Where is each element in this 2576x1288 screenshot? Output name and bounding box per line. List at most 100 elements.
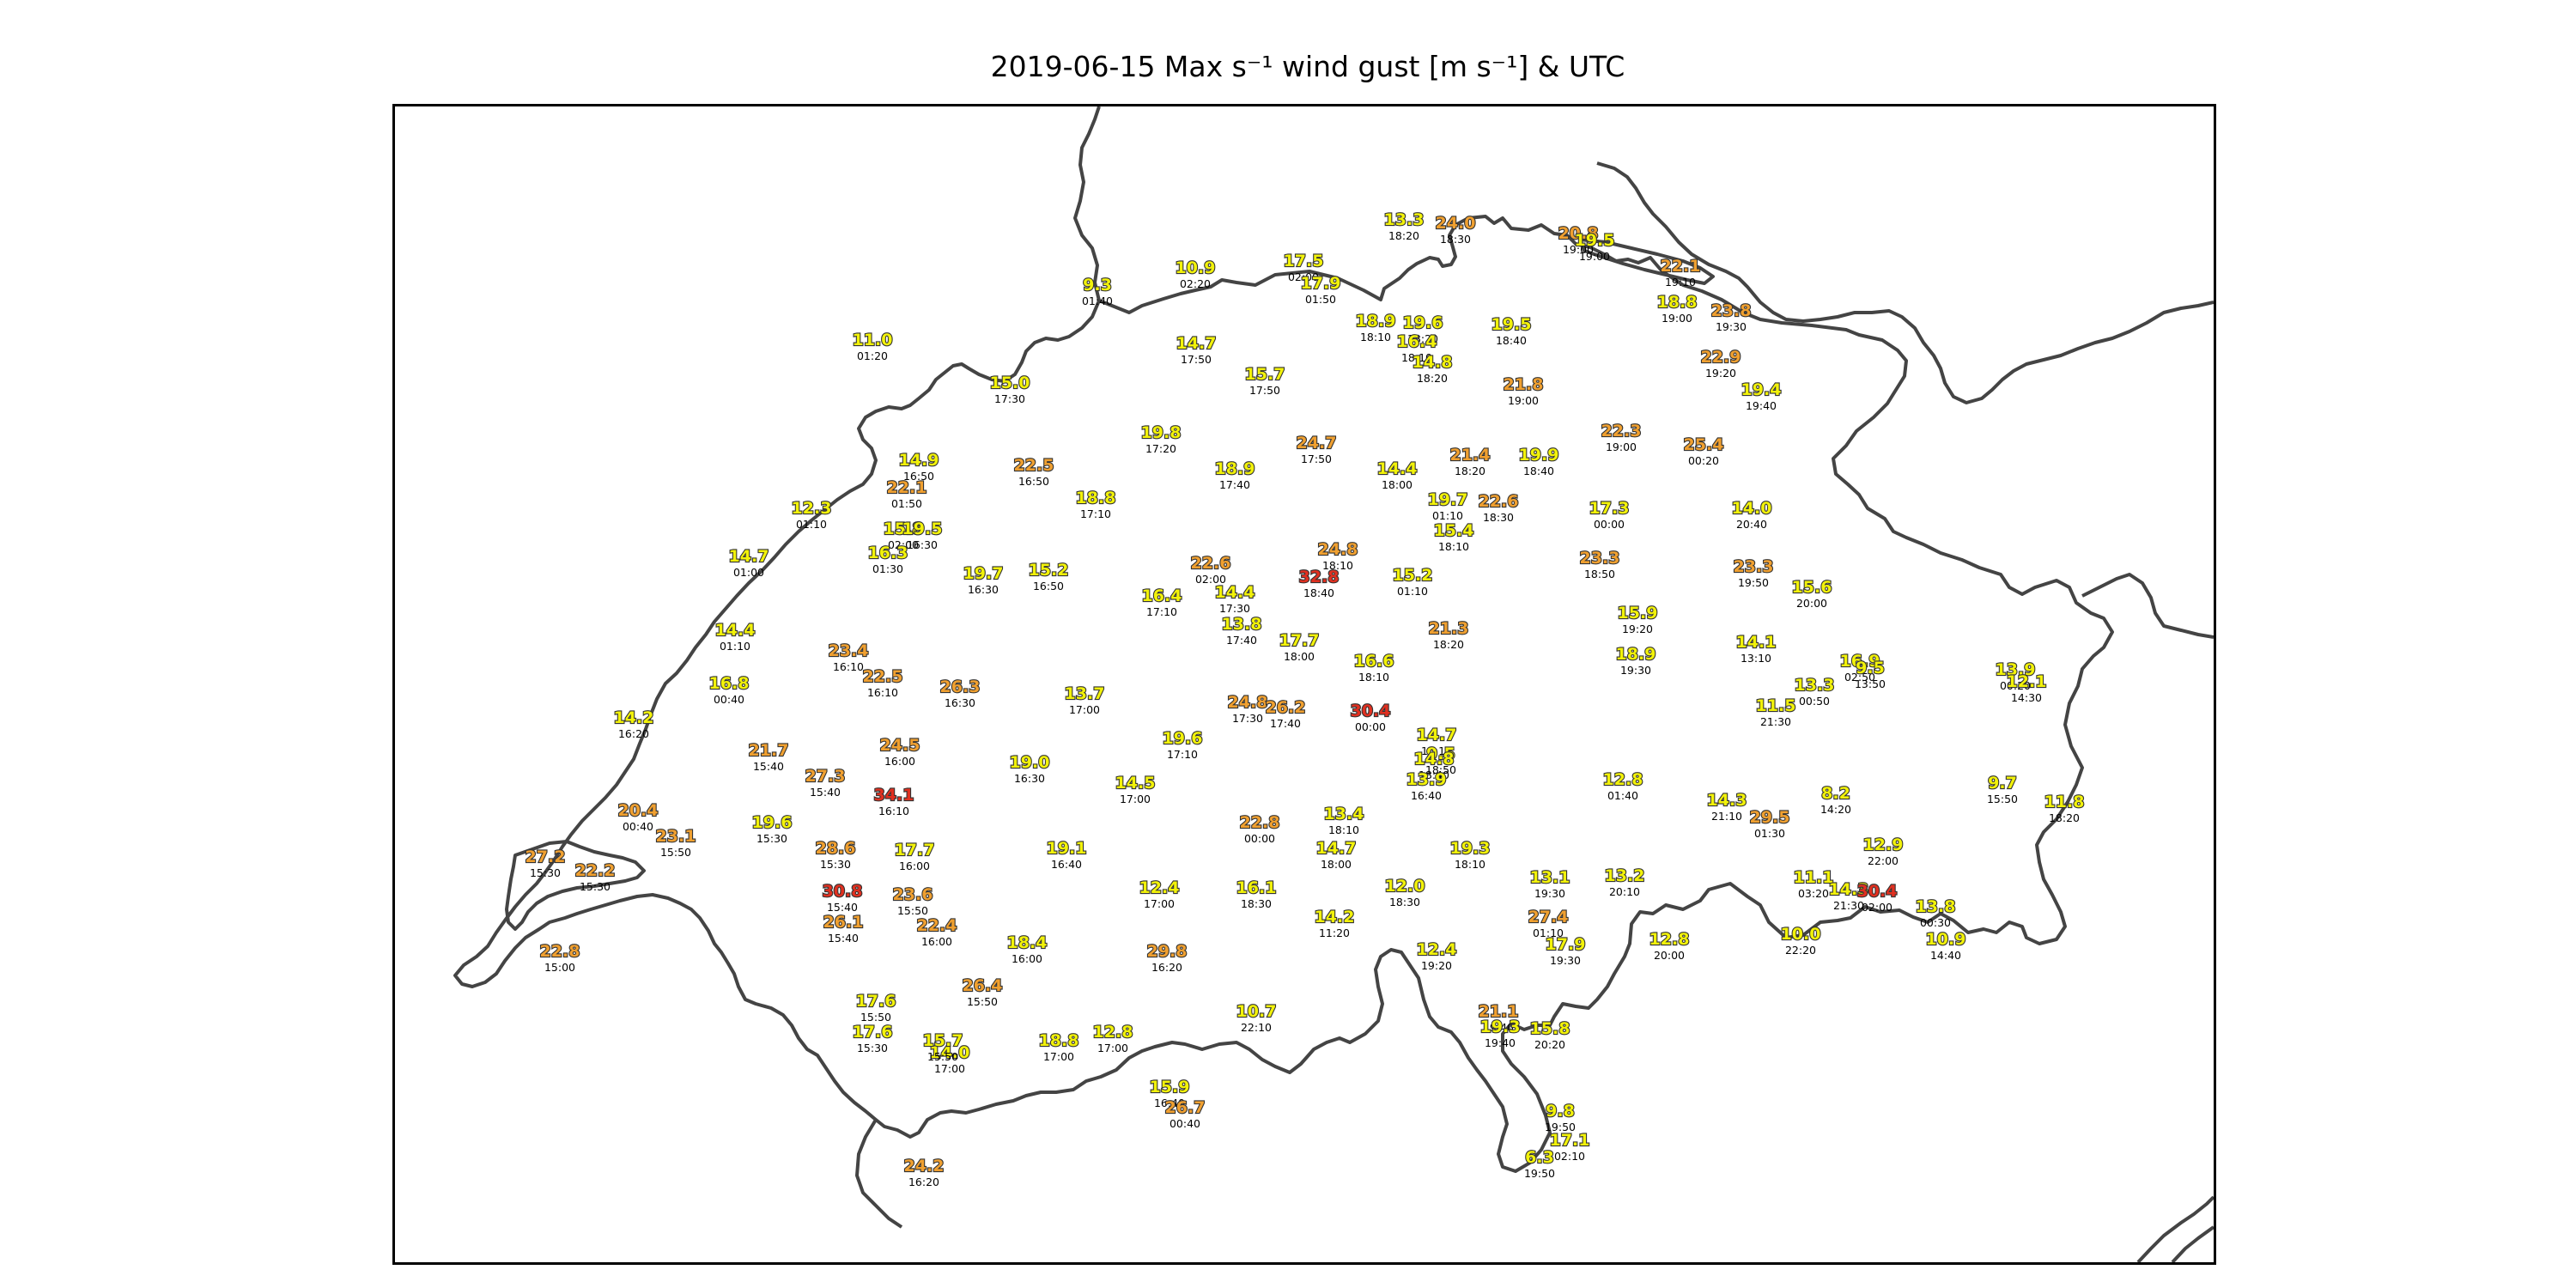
station-gust-time: 15:40 xyxy=(828,932,859,945)
station-gust-time: 16:50 xyxy=(1018,475,1049,488)
station-gust-value: 19.8 xyxy=(1141,423,1182,442)
station-gust-value: 17.6 xyxy=(856,992,896,1011)
station-gust-value: 15.9 xyxy=(1618,604,1658,623)
station-gust-time: 02:50 xyxy=(1844,671,1875,683)
station-marker: 29.501:30 xyxy=(1748,807,1790,840)
station-gust-value: 14.3 xyxy=(1707,791,1747,810)
station-gust-time: 16:30 xyxy=(907,538,938,551)
station-gust-time: 01:30 xyxy=(872,562,903,575)
station-gust-value: 18.9 xyxy=(1356,312,1396,331)
station-gust-value: 34.1 xyxy=(874,786,914,805)
station-gust-value: 9.5 xyxy=(1426,744,1455,763)
station-gust-value: 13.1 xyxy=(1530,868,1571,887)
station-gust-value: 22.6 xyxy=(1191,554,1231,573)
station-marker: 12.820:00 xyxy=(1648,929,1690,962)
station-gust-value: 12.8 xyxy=(1603,770,1643,789)
station-gust-value: 27.3 xyxy=(805,767,846,786)
station-gust-time: 17:00 xyxy=(1043,1050,1074,1063)
station-gust-value: 13.9 xyxy=(1996,660,2036,679)
station-marker: 26.415:50 xyxy=(961,975,1003,1008)
station-gust-time: 17:00 xyxy=(934,1062,965,1075)
station-gust-time: 00:50 xyxy=(1799,695,1830,708)
station-gust-value: 19.5 xyxy=(1492,315,1532,334)
station-marker: 19.318:10 xyxy=(1449,838,1491,871)
station-gust-value: 26.1 xyxy=(823,913,864,932)
station-marker: 15.201:10 xyxy=(1391,565,1433,598)
station-gust-value: 17.9 xyxy=(1546,935,1586,954)
station-gust-value: 10.0 xyxy=(1781,925,1821,944)
switzerland-outline xyxy=(453,215,2114,1173)
station-marker: 17.718:00 xyxy=(1278,630,1320,663)
station-gust-value: 14.3 xyxy=(1829,880,1869,899)
station-gust-value: 24.0 xyxy=(1436,214,1476,233)
station-gust-time: 15:30 xyxy=(530,866,561,879)
station-gust-value: 19.7 xyxy=(963,564,1004,583)
station-gust-value: 22.9 xyxy=(1701,348,1741,367)
station-gust-value: 15.9 xyxy=(1150,1078,1190,1097)
station-marker: 9.715:50 xyxy=(1987,773,2018,805)
station-gust-value: 15.6 xyxy=(1792,578,1832,597)
station-gust-time: 18:20 xyxy=(1388,229,1419,242)
station-marker: 22.919:20 xyxy=(1699,347,1741,380)
station-gust-value: 27.4 xyxy=(1528,908,1569,927)
station-gust-value: 22.5 xyxy=(863,667,903,686)
station-gust-time: 01:50 xyxy=(891,497,922,510)
station-gust-value: 14.4 xyxy=(1377,459,1418,478)
station-marker: 16.618:10 xyxy=(1352,651,1394,683)
station-gust-value: 10.7 xyxy=(1236,1002,1277,1021)
station-marker: 28.615:30 xyxy=(814,838,856,871)
station-marker: 13.900:20 xyxy=(1994,659,2036,692)
station-marker: 11.521:30 xyxy=(1754,696,1796,728)
station-gust-value: 14.7 xyxy=(1316,839,1357,858)
station-gust-value: 23.4 xyxy=(829,641,869,660)
station-gust-value: 14.4 xyxy=(1215,583,1255,602)
station-marker: 24.817:30 xyxy=(1226,692,1268,725)
station-marker: 14.517:00 xyxy=(1114,773,1156,805)
station-gust-time: 21:30 xyxy=(1833,899,1864,912)
station-gust-time: 22:10 xyxy=(1241,1021,1272,1034)
station-gust-value: 24.7 xyxy=(1297,434,1337,453)
station-marker: 14.113:10 xyxy=(1735,632,1777,665)
station-gust-value: 19.0 xyxy=(1010,753,1050,772)
station-marker: 14.417:30 xyxy=(1213,582,1255,615)
station-gust-value: 15.2 xyxy=(1029,561,1069,580)
station-gust-time: 18:40 xyxy=(1523,465,1554,477)
station-gust-value: 26.7 xyxy=(1165,1098,1206,1117)
station-marker: 16.418:10 xyxy=(1395,331,1437,364)
station-marker: 22.101:50 xyxy=(885,477,927,510)
station-gust-time: 15:50 xyxy=(660,846,691,859)
station-marker: 18.817:00 xyxy=(1037,1030,1079,1063)
station-marker: 19.518:40 xyxy=(1490,314,1532,347)
station-gust-time: 17:30 xyxy=(994,392,1025,405)
station-marker: 21.819:00 xyxy=(1502,374,1544,407)
station-gust-value: 13.2 xyxy=(1605,866,1645,885)
station-gust-time: 16:00 xyxy=(921,935,952,948)
station-gust-time: 20:20 xyxy=(1534,1038,1565,1051)
station-gust-time: 18:10 xyxy=(1322,559,1353,572)
station-gust-time: 19:50 xyxy=(1524,1167,1555,1180)
station-gust-value: 22.1 xyxy=(887,478,927,497)
station-gust-value: 19.3 xyxy=(1450,839,1491,858)
station-marker: 30.402:00 xyxy=(1856,881,1898,914)
station-marker: 26.700:40 xyxy=(1163,1097,1206,1130)
station-gust-time: 00:00 xyxy=(1355,720,1386,733)
station-gust-time: 15:30 xyxy=(756,832,787,845)
station-gust-time: 16:40 xyxy=(1411,789,1442,802)
station-marker: 8.214:20 xyxy=(1820,783,1851,816)
station-gust-time: 15:30 xyxy=(820,858,851,871)
station-gust-time: 19:30 xyxy=(1534,887,1565,900)
station-gust-value: 12.8 xyxy=(1093,1023,1133,1042)
station-gust-time: 17:40 xyxy=(1270,717,1301,730)
station-gust-time: 17:00 xyxy=(1097,1042,1128,1054)
station-marker: 18.917:40 xyxy=(1213,459,1255,491)
station-gust-value: 23.3 xyxy=(1580,549,1620,568)
station-gust-time: 18:10 xyxy=(1358,671,1389,683)
station-marker: 15.715:50 xyxy=(921,1030,963,1063)
station-marker: 16.902:50 xyxy=(1838,651,1880,683)
station-marker: 26.217:40 xyxy=(1264,697,1306,730)
station-marker: 14.401:10 xyxy=(714,620,756,653)
station-marker: 12.114:30 xyxy=(2005,671,2047,704)
station-marker: 14.017:00 xyxy=(928,1042,970,1075)
station-gust-time: 01:00 xyxy=(733,566,764,579)
